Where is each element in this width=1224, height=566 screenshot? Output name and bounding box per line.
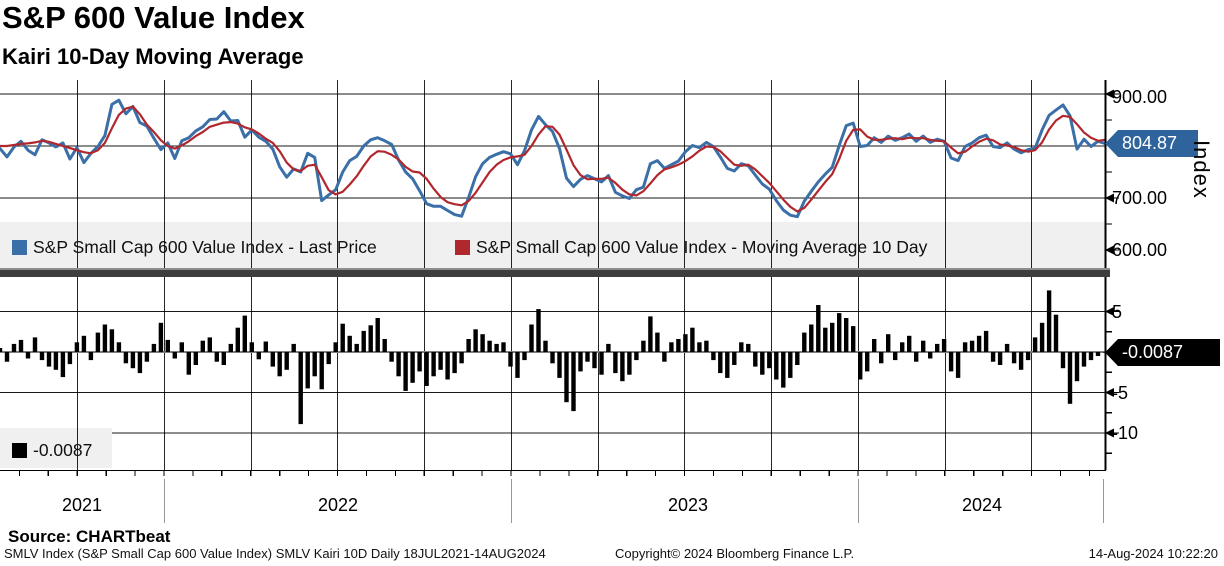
kairi-swatch-icon (12, 443, 27, 458)
timestamp: 14-Aug-2024 10:22:20 (1088, 546, 1218, 561)
y-label-5: 5 (1112, 302, 1123, 322)
legend-last-price[interactable]: S&P Small Cap 600 Value Index - Last Pri… (12, 237, 377, 258)
year-label-2021: 2021 (61, 495, 103, 515)
year-label-2022: 2022 (317, 495, 359, 515)
chart-subtitle: Kairi 10-Day Moving Average (2, 44, 304, 69)
year-separator (1103, 479, 1104, 523)
legend-kairi[interactable]: -0.0087 (12, 440, 92, 461)
kairi-panel[interactable] (0, 277, 1224, 477)
y-axis-title: Index (1189, 140, 1214, 199)
panel-divider[interactable] (0, 268, 1110, 277)
security-description: SMLV Index (S&P Small Cap 600 Value Inde… (4, 546, 546, 561)
price-chart-svg[interactable] (0, 80, 1224, 270)
year-separator (858, 479, 859, 523)
year-separator (511, 479, 512, 523)
copyright-text: Copyright© 2024 Bloomberg Finance L.P. (615, 546, 855, 561)
last-price-badge: 804.87 (1105, 130, 1198, 157)
y-label-900: 900.00 (1112, 87, 1168, 107)
price-panel[interactable] (0, 80, 1224, 270)
year-label-2023: 2023 (667, 495, 709, 515)
kairi-badge: -0.0087 (1105, 339, 1220, 366)
legend-kairi-label: -0.0087 (33, 440, 93, 460)
legend-moving-average[interactable]: S&P Small Cap 600 Value Index - Moving A… (455, 237, 927, 258)
y-label-m10: -10 (1112, 423, 1139, 443)
y-label-m5: -5 (1112, 383, 1129, 403)
legend-last-price-label: S&P Small Cap 600 Value Index - Last Pri… (33, 237, 377, 257)
kairi-chart-svg[interactable] (0, 277, 1224, 477)
y-label-600: 600.00 (1112, 240, 1168, 260)
year-label-2024: 2024 (961, 495, 1003, 515)
legend-moving-average-label: S&P Small Cap 600 Value Index - Moving A… (476, 237, 928, 257)
year-separator (164, 479, 165, 523)
last-price-swatch-icon (12, 240, 27, 255)
moving-average-swatch-icon (455, 240, 470, 255)
chart-title: S&P 600 Value Index (2, 0, 305, 35)
source-line: Source: CHARTbeat (8, 527, 171, 546)
y-label-700: 700.00 (1112, 188, 1168, 208)
